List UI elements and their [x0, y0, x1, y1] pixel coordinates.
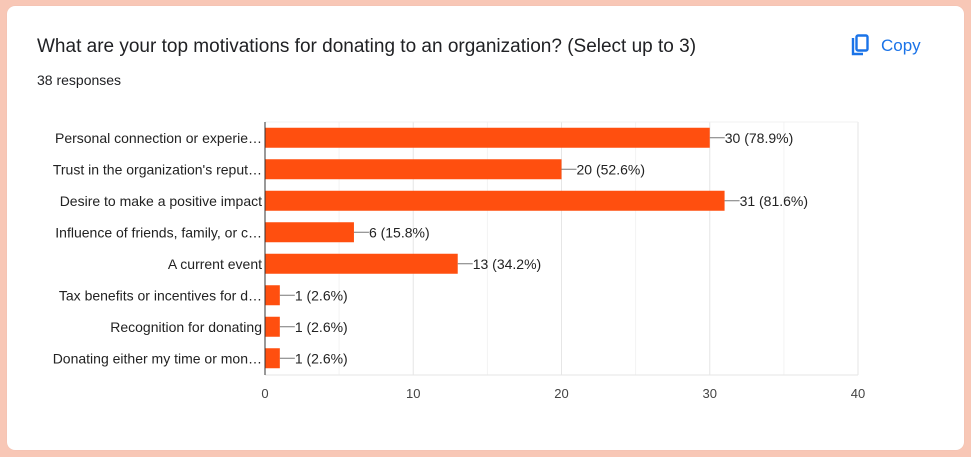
- copy-label: Copy: [881, 36, 921, 55]
- x-tick-label: 30: [703, 386, 717, 401]
- data-label: 30 (78.9%): [725, 130, 793, 146]
- chart-card: What are your top motivations for donati…: [7, 6, 964, 450]
- category-label: Tax benefits or incentives for d…: [59, 287, 262, 303]
- x-tick-label: 40: [851, 386, 865, 401]
- response-count: 38 responses: [37, 72, 122, 88]
- category-label: Desire to make a positive impact: [60, 193, 262, 209]
- x-tick-label: 20: [554, 386, 568, 401]
- category-label: Trust in the organization's reput…: [53, 161, 262, 177]
- data-label: 13 (34.2%): [473, 256, 541, 272]
- bar[interactable]: [265, 253, 458, 274]
- data-label: 20 (52.6%): [577, 161, 645, 177]
- copy-icon: [849, 34, 871, 58]
- bar[interactable]: [265, 316, 280, 337]
- bar[interactable]: [265, 127, 710, 148]
- copy-button[interactable]: Copy: [845, 30, 925, 62]
- data-label: 1 (2.6%): [295, 287, 348, 303]
- category-label: Influence of friends, family, or c…: [55, 224, 262, 240]
- x-tick-label: 0: [261, 386, 268, 401]
- bar[interactable]: [265, 159, 562, 180]
- category-label: Donating either my time or mon…: [53, 350, 262, 366]
- bar[interactable]: [265, 222, 354, 243]
- data-label: 31 (81.6%): [740, 193, 808, 209]
- bar[interactable]: [265, 190, 725, 211]
- bar[interactable]: [265, 348, 280, 369]
- category-label: Recognition for donating: [110, 319, 262, 335]
- data-label: 1 (2.6%): [295, 350, 348, 366]
- category-label: A current event: [168, 256, 262, 272]
- category-label: Personal connection or experie…: [55, 130, 262, 146]
- bar[interactable]: [265, 285, 280, 306]
- data-label: 6 (15.8%): [369, 224, 430, 240]
- bar-chart: 0 10 20 30 40 Personal connection or experie……: [53, 121, 865, 401]
- question-title: What are your top motivations for donati…: [37, 36, 697, 57]
- data-label: 1 (2.6%): [295, 319, 348, 335]
- x-tick-label: 10: [406, 386, 420, 401]
